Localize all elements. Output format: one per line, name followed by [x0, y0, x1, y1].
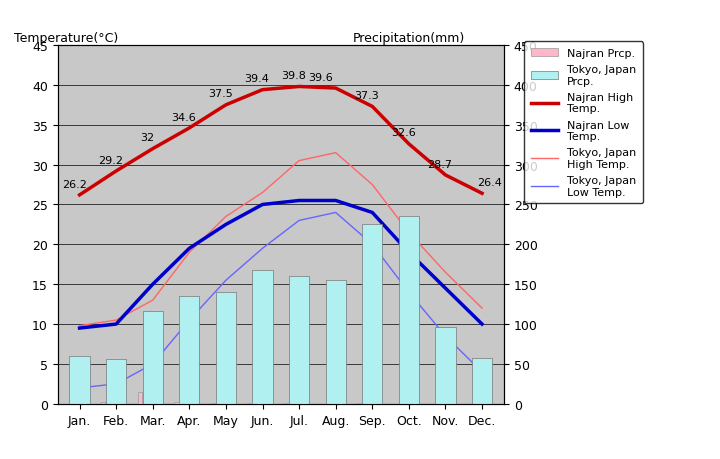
Bar	[325, 280, 346, 404]
Bar	[436, 328, 456, 404]
Bar	[362, 225, 382, 404]
Bar	[472, 358, 492, 404]
Bar	[289, 277, 309, 404]
Text: 26.4: 26.4	[477, 178, 502, 188]
Bar	[143, 311, 163, 404]
Bar	[174, 403, 179, 404]
Bar	[216, 292, 236, 404]
Text: 37.3: 37.3	[354, 91, 379, 101]
Bar	[138, 392, 142, 404]
Text: 34.6: 34.6	[171, 112, 197, 122]
Text: 39.8: 39.8	[282, 71, 306, 81]
Bar	[179, 297, 199, 404]
Bar	[211, 403, 215, 404]
Bar	[70, 356, 89, 404]
Legend: Najran Prcp., Tokyo, Japan
Prcp., Najran High
Temp., Najran Low
Temp., Tokyo, Ja: Najran Prcp., Tokyo, Japan Prcp., Najran…	[524, 42, 643, 204]
Bar	[284, 403, 288, 404]
Text: Temperature(°C): Temperature(°C)	[14, 32, 119, 45]
Bar	[106, 359, 126, 404]
Bar	[253, 270, 273, 404]
Text: 28.7: 28.7	[428, 159, 452, 169]
Text: 32.6: 32.6	[391, 128, 415, 138]
Text: Precipitation(mm): Precipitation(mm)	[353, 32, 465, 45]
Text: 26.2: 26.2	[62, 179, 86, 189]
Text: 37.5: 37.5	[208, 89, 233, 99]
Bar	[101, 403, 105, 404]
Bar	[399, 217, 419, 404]
Text: 39.4: 39.4	[245, 74, 269, 84]
Text: 32: 32	[140, 133, 154, 143]
Text: 39.6: 39.6	[309, 73, 333, 83]
Text: 29.2: 29.2	[98, 155, 123, 165]
